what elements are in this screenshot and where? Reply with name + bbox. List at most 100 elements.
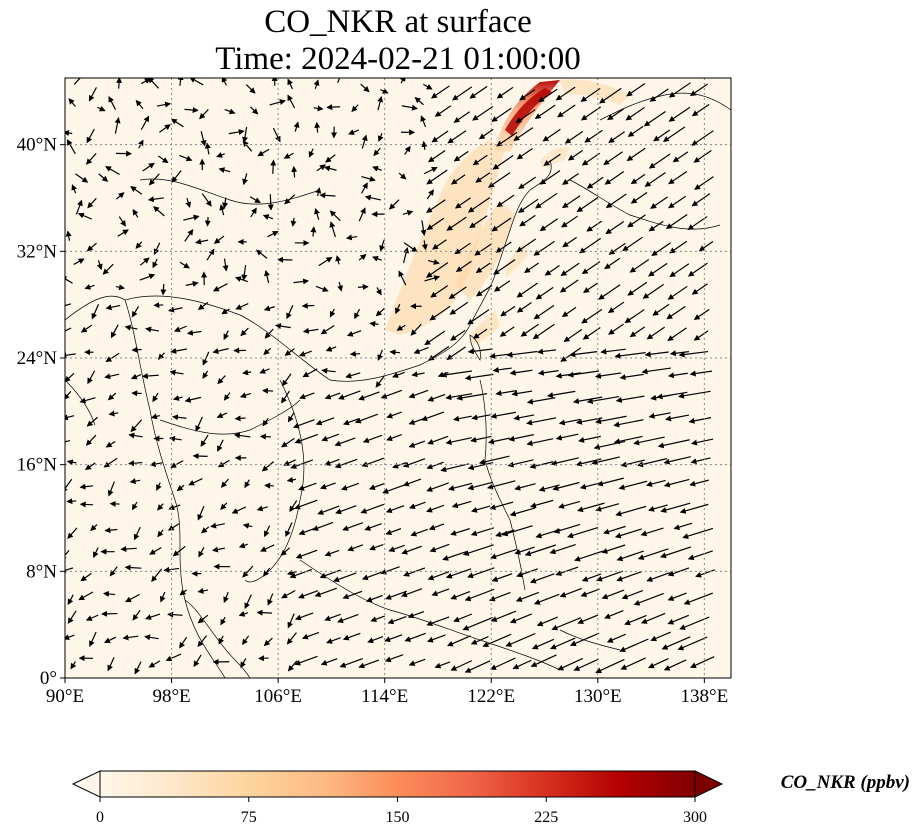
wind-vector [86,416,98,427]
wind-vector [429,543,450,553]
map-time-subtitle: Time: 2024-02-21 01:00:00 [215,41,581,77]
wind-vector [596,477,624,487]
wind-vector [526,438,554,447]
wind-vector [467,197,491,213]
wind-vector [156,482,162,491]
wind-vector [358,254,367,261]
wind-vector [649,88,669,102]
wind-vector [450,329,466,341]
latitude-axis: 0° 8°N 16°N 24°N 32°N 40°N [17,135,65,689]
wind-vector [614,352,646,359]
wind-vector [646,572,671,582]
wind-vector [105,352,120,363]
colorbar-ticks: 0 75 150 225 300 [96,797,707,826]
wind-vector [345,372,361,379]
wind-vector [395,303,401,315]
wind-vector [261,461,275,472]
wind-vector [302,368,318,378]
wind-vector [93,547,99,558]
wind-vector [578,237,602,254]
wind-vector [687,262,708,277]
wind-vector [505,632,536,647]
wind-vector [555,433,579,441]
wind-vector [401,104,418,111]
wind-vector [152,392,159,403]
wind-vector [369,543,384,551]
wind-vector [238,611,249,617]
wind-vector [153,206,165,217]
wind-vector [557,104,576,118]
wind-vector [280,547,291,556]
wind-vector [513,127,534,141]
wind-vector [408,658,426,667]
wind-vector [506,350,538,358]
wind-vector [627,214,646,228]
wind-vector [120,545,137,552]
wind-vector [648,412,671,419]
wind-vector [242,126,248,144]
wind-vector [234,415,246,422]
wind-vector [267,231,279,238]
wind-vector [445,568,472,579]
colorbar-title: CO_NKR (ppbv) [781,772,910,793]
wind-vector [324,549,340,557]
wind-vector [320,324,335,335]
wind-vector [116,78,123,89]
wind-vector [470,527,495,537]
wind-vector [135,241,143,249]
wind-vector [321,433,340,442]
wind-vector [323,165,337,172]
wind-vector [618,480,648,491]
wind-vector [274,323,291,330]
colorbar: 0 75 150 225 300 CO_NKR (ppbv) [71,770,910,826]
wind-vector [346,330,362,337]
wind-vector [637,458,668,468]
wind-vector [321,367,336,374]
wind-vector [79,397,96,404]
wind-vector [453,111,470,123]
wind-vector [148,660,161,668]
wind-vector [325,154,336,163]
wind-vector [451,500,472,509]
wind-vector [426,504,445,513]
wind-vector [223,330,230,340]
wind-vector [293,278,310,285]
longitude-axis: 90°E 98°E 106°E 114°E 122°E 130°E 138°E [46,678,728,707]
wind-vector [470,435,492,443]
wind-vector [430,85,450,99]
wind-vector [427,393,446,402]
wind-vector [380,566,400,575]
wind-vector [526,417,557,426]
wind-vector [490,610,517,622]
wind-vector [673,522,693,530]
colorbar-tick-label: 75 [241,809,257,826]
wind-vector [285,522,293,538]
wind-vector [65,372,75,383]
wind-vector [384,654,404,663]
wind-vector [235,303,249,310]
wind-vector [488,437,510,445]
wind-vector [186,329,202,336]
wind-vector [402,210,414,216]
wind-vector [472,154,488,166]
wind-vector [372,255,382,262]
wind-vector [287,613,295,629]
wind-vector [199,109,209,120]
wind-vector [652,303,670,316]
wind-vector [345,234,358,241]
wind-vector [488,591,511,602]
wind-vector [536,616,558,627]
wind-vector [256,609,272,616]
wind-vector [648,153,671,169]
wind-vector [693,330,709,341]
wind-vector [398,172,407,180]
map-frame [64,77,732,679]
wind-vector [533,240,555,256]
wind-vector [422,83,433,90]
wind-vector [455,260,472,272]
wind-vector [362,434,383,444]
wind-vector [292,419,315,429]
wind-vector [424,330,446,346]
wind-vector [372,165,382,172]
wind-vector [373,147,381,157]
